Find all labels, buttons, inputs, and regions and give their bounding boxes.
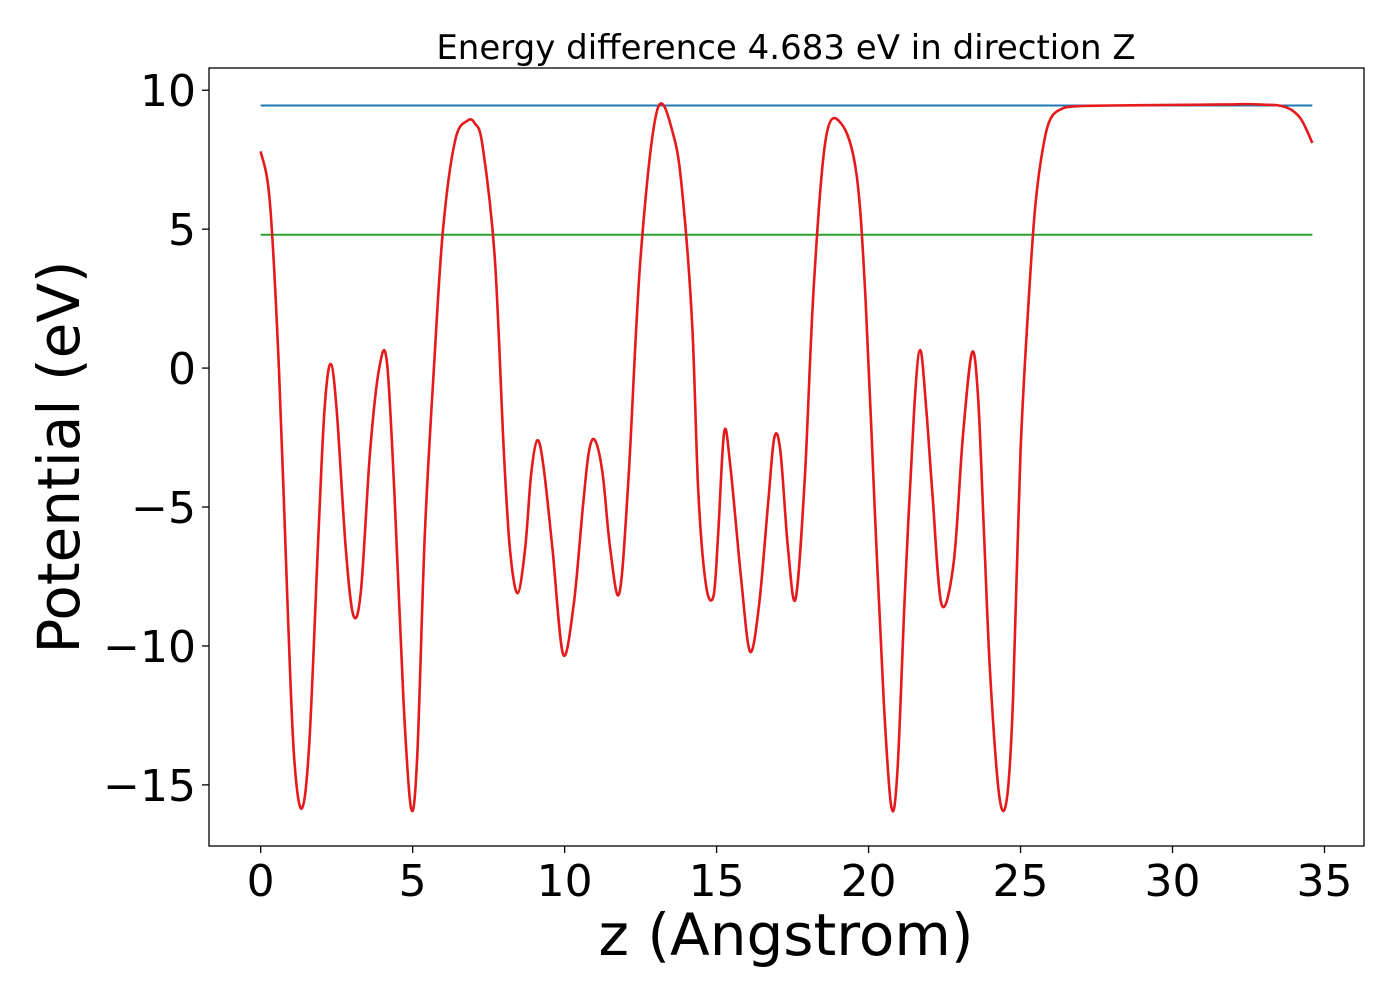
plot-frame — [208, 67, 1365, 847]
x-tick-label: 5 — [399, 856, 427, 907]
series-layer — [259, 102, 1314, 813]
y-tick-label: −15 — [103, 761, 196, 812]
y-tick-label: 0 — [168, 344, 196, 395]
x-axis-label: z (Angstrom) — [599, 901, 974, 969]
x-tick-label: 15 — [689, 856, 745, 907]
x-tick-label: 10 — [537, 856, 593, 907]
y-axis-label: Potential (eV) — [25, 260, 93, 653]
y-tick-label: −10 — [103, 622, 196, 673]
y-tick-label: 10 — [140, 66, 196, 117]
chart-title: Energy difference 4.683 eV in direction … — [436, 28, 1135, 68]
x-axis-ticks: 0 5 10 15 20 25 30 35 — [247, 846, 1352, 907]
x-tick-label: 25 — [993, 856, 1049, 907]
x-tick-label: 30 — [1145, 856, 1201, 907]
x-tick-label: 20 — [841, 856, 897, 907]
y-axis-ticks: −15 −10 −5 0 5 10 — [103, 66, 209, 812]
y-tick-label: −5 — [131, 483, 196, 534]
x-tick-label: 35 — [1296, 856, 1352, 907]
x-tick-label: 0 — [247, 856, 275, 907]
potential-curve — [259, 102, 1314, 813]
y-tick-label: 5 — [168, 205, 196, 256]
